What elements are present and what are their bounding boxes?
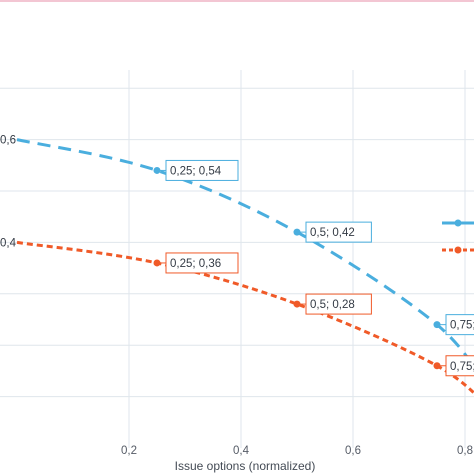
data-label-box xyxy=(305,221,372,243)
data-label-box xyxy=(445,355,474,377)
x-axis-label: Issue options (normalized) xyxy=(175,459,316,473)
data-label: 0,5; 0,42 xyxy=(310,227,355,239)
x-tick-label: 0,6 xyxy=(345,445,361,457)
data-label: 0,5; 0,28 xyxy=(310,299,355,311)
data-label-box xyxy=(445,314,474,336)
data-label-box xyxy=(165,159,239,181)
data-label: 0,75; 0,16 xyxy=(450,361,474,373)
legend-marker-series-2 xyxy=(454,246,462,254)
x-tick-label: 0,8 xyxy=(457,445,473,457)
data-label: 0,25; 0,54 xyxy=(170,165,222,177)
data-label: 0,4 xyxy=(0,237,17,249)
data-label: 0,6 xyxy=(0,135,16,147)
series-2-line xyxy=(16,240,474,396)
legend-marker-series-1 xyxy=(454,219,462,227)
data-label-box xyxy=(305,293,372,315)
data-label: 0,75; 0,24 xyxy=(450,320,474,332)
data-label-box xyxy=(165,252,239,274)
x-tick-label: 0,4 xyxy=(233,445,250,457)
data-label: 0,25; 0,36 xyxy=(170,258,221,270)
x-tick-label: 0,2 xyxy=(121,445,137,457)
series-1-line xyxy=(16,138,474,370)
